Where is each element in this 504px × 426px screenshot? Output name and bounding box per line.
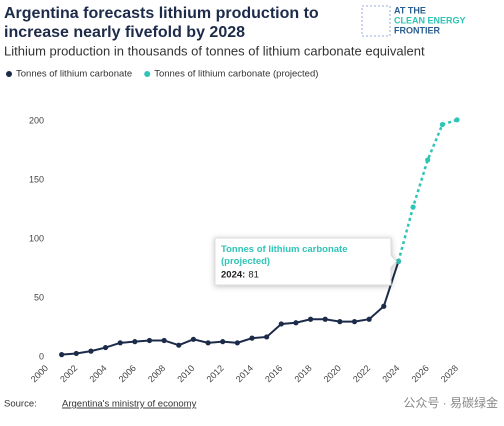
source-link[interactable]: Argentina's ministry of economy	[62, 399, 197, 410]
data-point	[146, 337, 153, 344]
data-point	[249, 335, 255, 341]
tooltip-box	[214, 237, 398, 286]
x-tick-label: 2026	[410, 363, 431, 384]
data-point	[59, 352, 65, 358]
logo-text: CLEAN ENERGY	[394, 15, 466, 25]
y-tick-label: 150	[29, 174, 44, 184]
logo: AT THE CLEAN ENERGY FRONTIER	[361, 5, 466, 37]
data-point	[307, 316, 314, 322]
logo-text: AT THE	[394, 5, 426, 15]
watermark: 公众号 · 易碳绿金	[403, 395, 498, 410]
data-point	[88, 348, 94, 354]
x-tick-label: 2022	[351, 363, 372, 384]
x-tick-label: 2024	[380, 363, 401, 384]
legend-swatch	[6, 71, 12, 77]
tooltip-title: Tonnes of lithium carbonate	[221, 244, 348, 255]
data-point	[351, 319, 358, 325]
source-prefix: Source:	[4, 399, 37, 410]
data-point	[176, 342, 182, 348]
x-tick-label: 2010	[175, 363, 196, 384]
data-point	[117, 340, 123, 346]
tooltip-label: 2024:	[221, 270, 245, 281]
data-point	[234, 340, 240, 346]
data-point	[366, 316, 372, 322]
data-point	[322, 316, 328, 322]
data-point	[205, 340, 211, 346]
data-point	[220, 339, 226, 345]
chart-title: Argentina forecasts lithium production t…	[4, 5, 319, 22]
tooltip-title: Tonnes of lithium carbonate (projected)	[221, 244, 348, 267]
x-tick-label: 2012	[205, 363, 226, 384]
data-point	[410, 204, 416, 210]
x-tick-label: 2018	[292, 363, 313, 384]
data-point	[381, 303, 387, 309]
x-tick-label: 2008	[146, 363, 167, 384]
x-tick-label: 2006	[117, 363, 138, 384]
x-tick-label: 2016	[263, 363, 284, 384]
data-point	[132, 339, 138, 345]
data-point	[73, 350, 79, 357]
data-point	[264, 334, 270, 340]
y-tick-label: 0	[39, 351, 44, 361]
data-point	[102, 344, 109, 351]
logo-text: FRONTIER	[394, 25, 440, 35]
y-tick-label: 200	[29, 115, 44, 125]
y-tick-label: 100	[29, 233, 44, 243]
x-tick-label: 2014	[234, 363, 255, 384]
data-point	[293, 320, 299, 326]
data-point	[439, 121, 445, 128]
legend-label: Tonnes of lithium carbonate (projected)	[154, 69, 318, 80]
x-tick-label: 2028	[439, 363, 460, 384]
tooltip: Tonnes of lithium carbonate (projected) 20…	[214, 237, 398, 286]
data-point	[337, 319, 343, 325]
chart-title: increase nearly fivefold by 2028	[4, 24, 245, 41]
data-point	[395, 258, 402, 265]
data-point	[161, 337, 167, 344]
legend-label: Tonnes of lithium carbonate	[16, 69, 132, 80]
y-tick-label: 50	[34, 292, 44, 302]
x-tick-label: 2004	[87, 363, 108, 384]
legend-swatch	[144, 71, 151, 77]
x-tick-label: 2002	[58, 363, 79, 384]
x-tick-label: 2020	[322, 363, 343, 384]
data-point	[454, 117, 460, 123]
chart-subtitle: Lithium production in thousands of tonne…	[4, 43, 425, 58]
data-point	[190, 336, 197, 342]
data-point	[278, 321, 284, 327]
tooltip-title: (projected)	[221, 256, 270, 267]
data-point	[425, 157, 431, 163]
series-line	[397, 118, 458, 262]
tooltip-value: 81	[248, 270, 259, 281]
x-tick-label: 2000	[29, 363, 50, 384]
logo-icon	[361, 5, 391, 37]
